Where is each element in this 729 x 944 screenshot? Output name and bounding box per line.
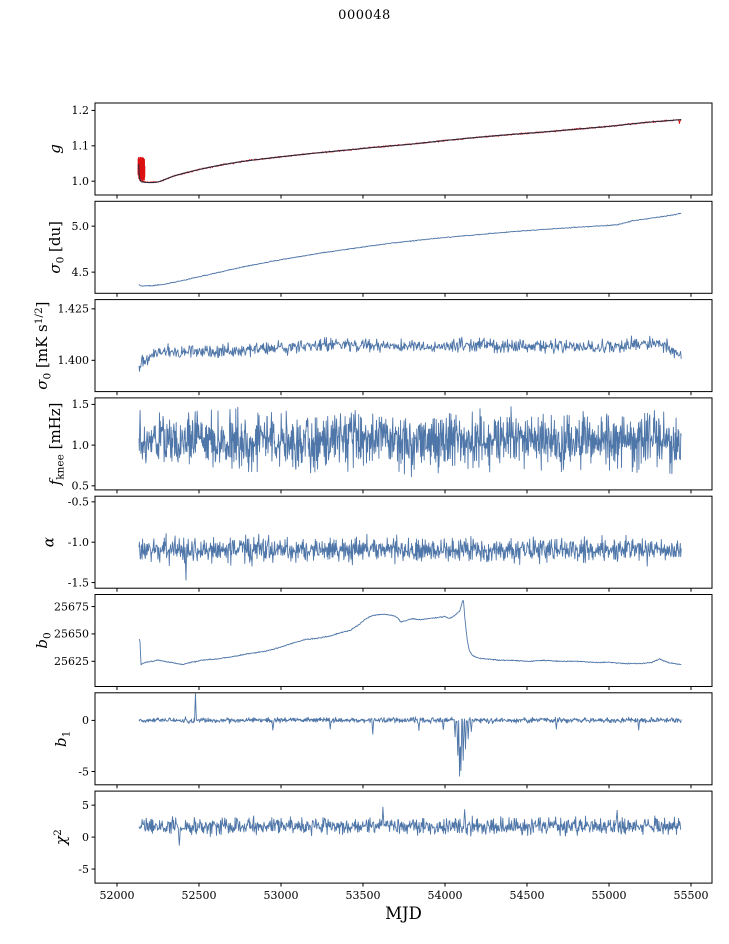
y-tick-label: -5 [78, 765, 89, 778]
x-tick-label: 55500 [674, 889, 709, 902]
g-x-ticks [116, 195, 692, 199]
subplot-sigma0-du: 4.5 5.0 σ0 [du] [46, 200, 713, 297]
b0-axes-frame [94, 594, 713, 687]
x-tick-label: 55000 [592, 889, 627, 902]
g-series-1 [138, 119, 682, 184]
sigma0-du-axes-frame [94, 200, 713, 294]
b1-series-0 [138, 693, 682, 777]
sigma0-du-series-0 [138, 212, 682, 287]
y-tick-label: 0.5 [72, 480, 90, 493]
subplot-g: 1.0 1.1 1.2 g [46, 102, 713, 199]
sigma0-mks-series-group [138, 335, 682, 372]
sigma0-mks-ylabel: σ0 [mK s1/2] [33, 301, 54, 389]
y-tick-label: 1.0 [72, 175, 90, 188]
x-tick-label: 53500 [345, 889, 380, 902]
sigma0-mks-axes-frame [94, 299, 713, 393]
chi2-series-0 [138, 806, 682, 846]
x-tick-label: 54000 [427, 889, 462, 902]
b0-ylabel: b0 [33, 632, 54, 648]
fknee-ylabel: fknee [mHz] [46, 402, 67, 486]
b1-ylabel: b1 [52, 731, 73, 747]
y-tick-label: -1.5 [68, 576, 89, 589]
b1-x-ticks [116, 784, 692, 789]
x-tick-label: 54500 [509, 889, 544, 902]
sigma0-mks-x-ticks [116, 391, 692, 396]
b0-series-0 [138, 599, 682, 666]
g-y-ticks: 1.0 1.1 1.2 [72, 104, 95, 188]
y-tick-label: 25675 [54, 600, 89, 613]
b0-x-ticks [116, 686, 692, 690]
chi2-y-ticks: -5 0 5 [78, 799, 95, 876]
y-tick-label: 5 [82, 799, 89, 812]
subplot-alpha: -1.5 -1.0 -0.5 α [39, 495, 713, 592]
y-tick-label: 1.5 [72, 398, 90, 411]
sigma0-du-y-ticks: 4.5 5.0 [72, 220, 95, 279]
fknee-axes-frame [94, 397, 713, 491]
alpha-y-ticks: -1.5 -1.0 -0.5 [68, 496, 95, 589]
x-tick-label: 52500 [181, 889, 216, 902]
subplot-sigma0-mks: 1.400 1.425 σ0 [mK s1/2] [33, 299, 713, 396]
subplot-b0: 25625 25650 25675 b0 [33, 594, 713, 690]
alpha-ylabel: α [39, 537, 57, 547]
b0-series-group [138, 599, 682, 666]
fknee-series-group [138, 406, 682, 478]
y-tick-label: 1.0 [72, 439, 90, 452]
subplot-b1: -5 0 b1 [52, 692, 713, 789]
y-tick-label: 5.0 [72, 220, 90, 233]
x-tick-label: 53000 [263, 889, 298, 902]
figure-title: 000048 [338, 8, 391, 23]
fknee-series-0 [138, 406, 682, 478]
sigma0-du-x-ticks [116, 293, 692, 297]
g-axes-frame [94, 102, 713, 196]
x-tick-label: 52000 [99, 889, 134, 902]
b1-y-ticks: -5 0 [78, 714, 95, 778]
chi2-series-group [138, 806, 682, 846]
y-tick-label: 0 [82, 831, 89, 844]
b1-series-group [138, 693, 682, 777]
y-tick-label: -1.0 [68, 536, 89, 549]
y-tick-label: 25625 [54, 655, 89, 668]
y-tick-label: 4.5 [72, 266, 90, 279]
sigma0-du-series-group [138, 212, 682, 287]
y-tick-label: 1.400 [58, 354, 90, 367]
chi2-ylabel: χ2 [52, 829, 70, 846]
y-tick-label: -0.5 [68, 496, 89, 509]
g-series-group [137, 119, 682, 184]
sigma0-mks-series-0 [138, 335, 682, 372]
b0-y-ticks: 25625 25650 25675 [54, 600, 95, 668]
sigma0-du-ylabel: σ0 [du] [46, 221, 67, 274]
y-tick-label: -5 [78, 863, 89, 876]
chi2-axes-frame [94, 790, 713, 884]
alpha-x-ticks [116, 588, 692, 592]
alpha-series-0 [138, 533, 682, 581]
subplot-fknee: 0.5 1.0 1.5 fknee [mHz] [46, 397, 713, 494]
alpha-series-group [138, 533, 682, 581]
y-tick-label: 25650 [54, 628, 89, 641]
fknee-y-ticks: 0.5 1.0 1.5 [72, 398, 95, 493]
y-tick-label: 0 [82, 714, 89, 727]
sigma0-mks-y-ticks: 1.400 1.425 [58, 303, 95, 367]
g-series-0 [137, 119, 682, 184]
y-tick-label: 1.1 [72, 140, 90, 153]
x-axis-label: MJD [385, 904, 422, 923]
y-tick-label: 1.2 [72, 104, 90, 117]
y-tick-label: 1.425 [58, 303, 90, 316]
fknee-x-ticks [116, 489, 692, 494]
chi2-x-ticks: 52000 52500 53000 53500 54000 54500 55000 55500 [99, 883, 709, 902]
alpha-axes-frame [94, 495, 713, 589]
g-ylabel: g [46, 144, 64, 154]
b1-axes-frame [94, 692, 713, 786]
